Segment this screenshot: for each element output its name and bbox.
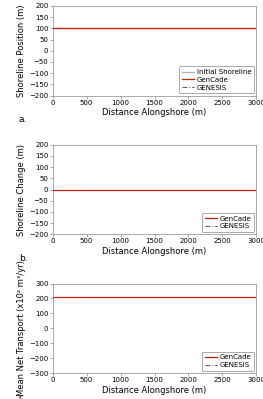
Text: a.: a. <box>19 115 27 124</box>
Text: b.: b. <box>19 254 28 263</box>
Y-axis label: Shoreline Position (m): Shoreline Position (m) <box>17 4 26 97</box>
Legend: GenCade, GENESIS: GenCade, GENESIS <box>202 213 254 232</box>
Text: c.: c. <box>19 393 27 399</box>
X-axis label: Distance Alongshore (m): Distance Alongshore (m) <box>102 247 207 256</box>
Y-axis label: Mean Net Transport (x10² m³/yr): Mean Net Transport (x10² m³/yr) <box>17 261 26 396</box>
Legend: Initial Shoreline, GenCade, GENESIS: Initial Shoreline, GenCade, GENESIS <box>179 66 254 93</box>
X-axis label: Distance Alongshore (m): Distance Alongshore (m) <box>102 386 207 395</box>
Y-axis label: Shoreline Change (m): Shoreline Change (m) <box>17 144 26 235</box>
X-axis label: Distance Alongshore (m): Distance Alongshore (m) <box>102 109 207 117</box>
Legend: GenCade, GENESIS: GenCade, GENESIS <box>202 352 254 371</box>
